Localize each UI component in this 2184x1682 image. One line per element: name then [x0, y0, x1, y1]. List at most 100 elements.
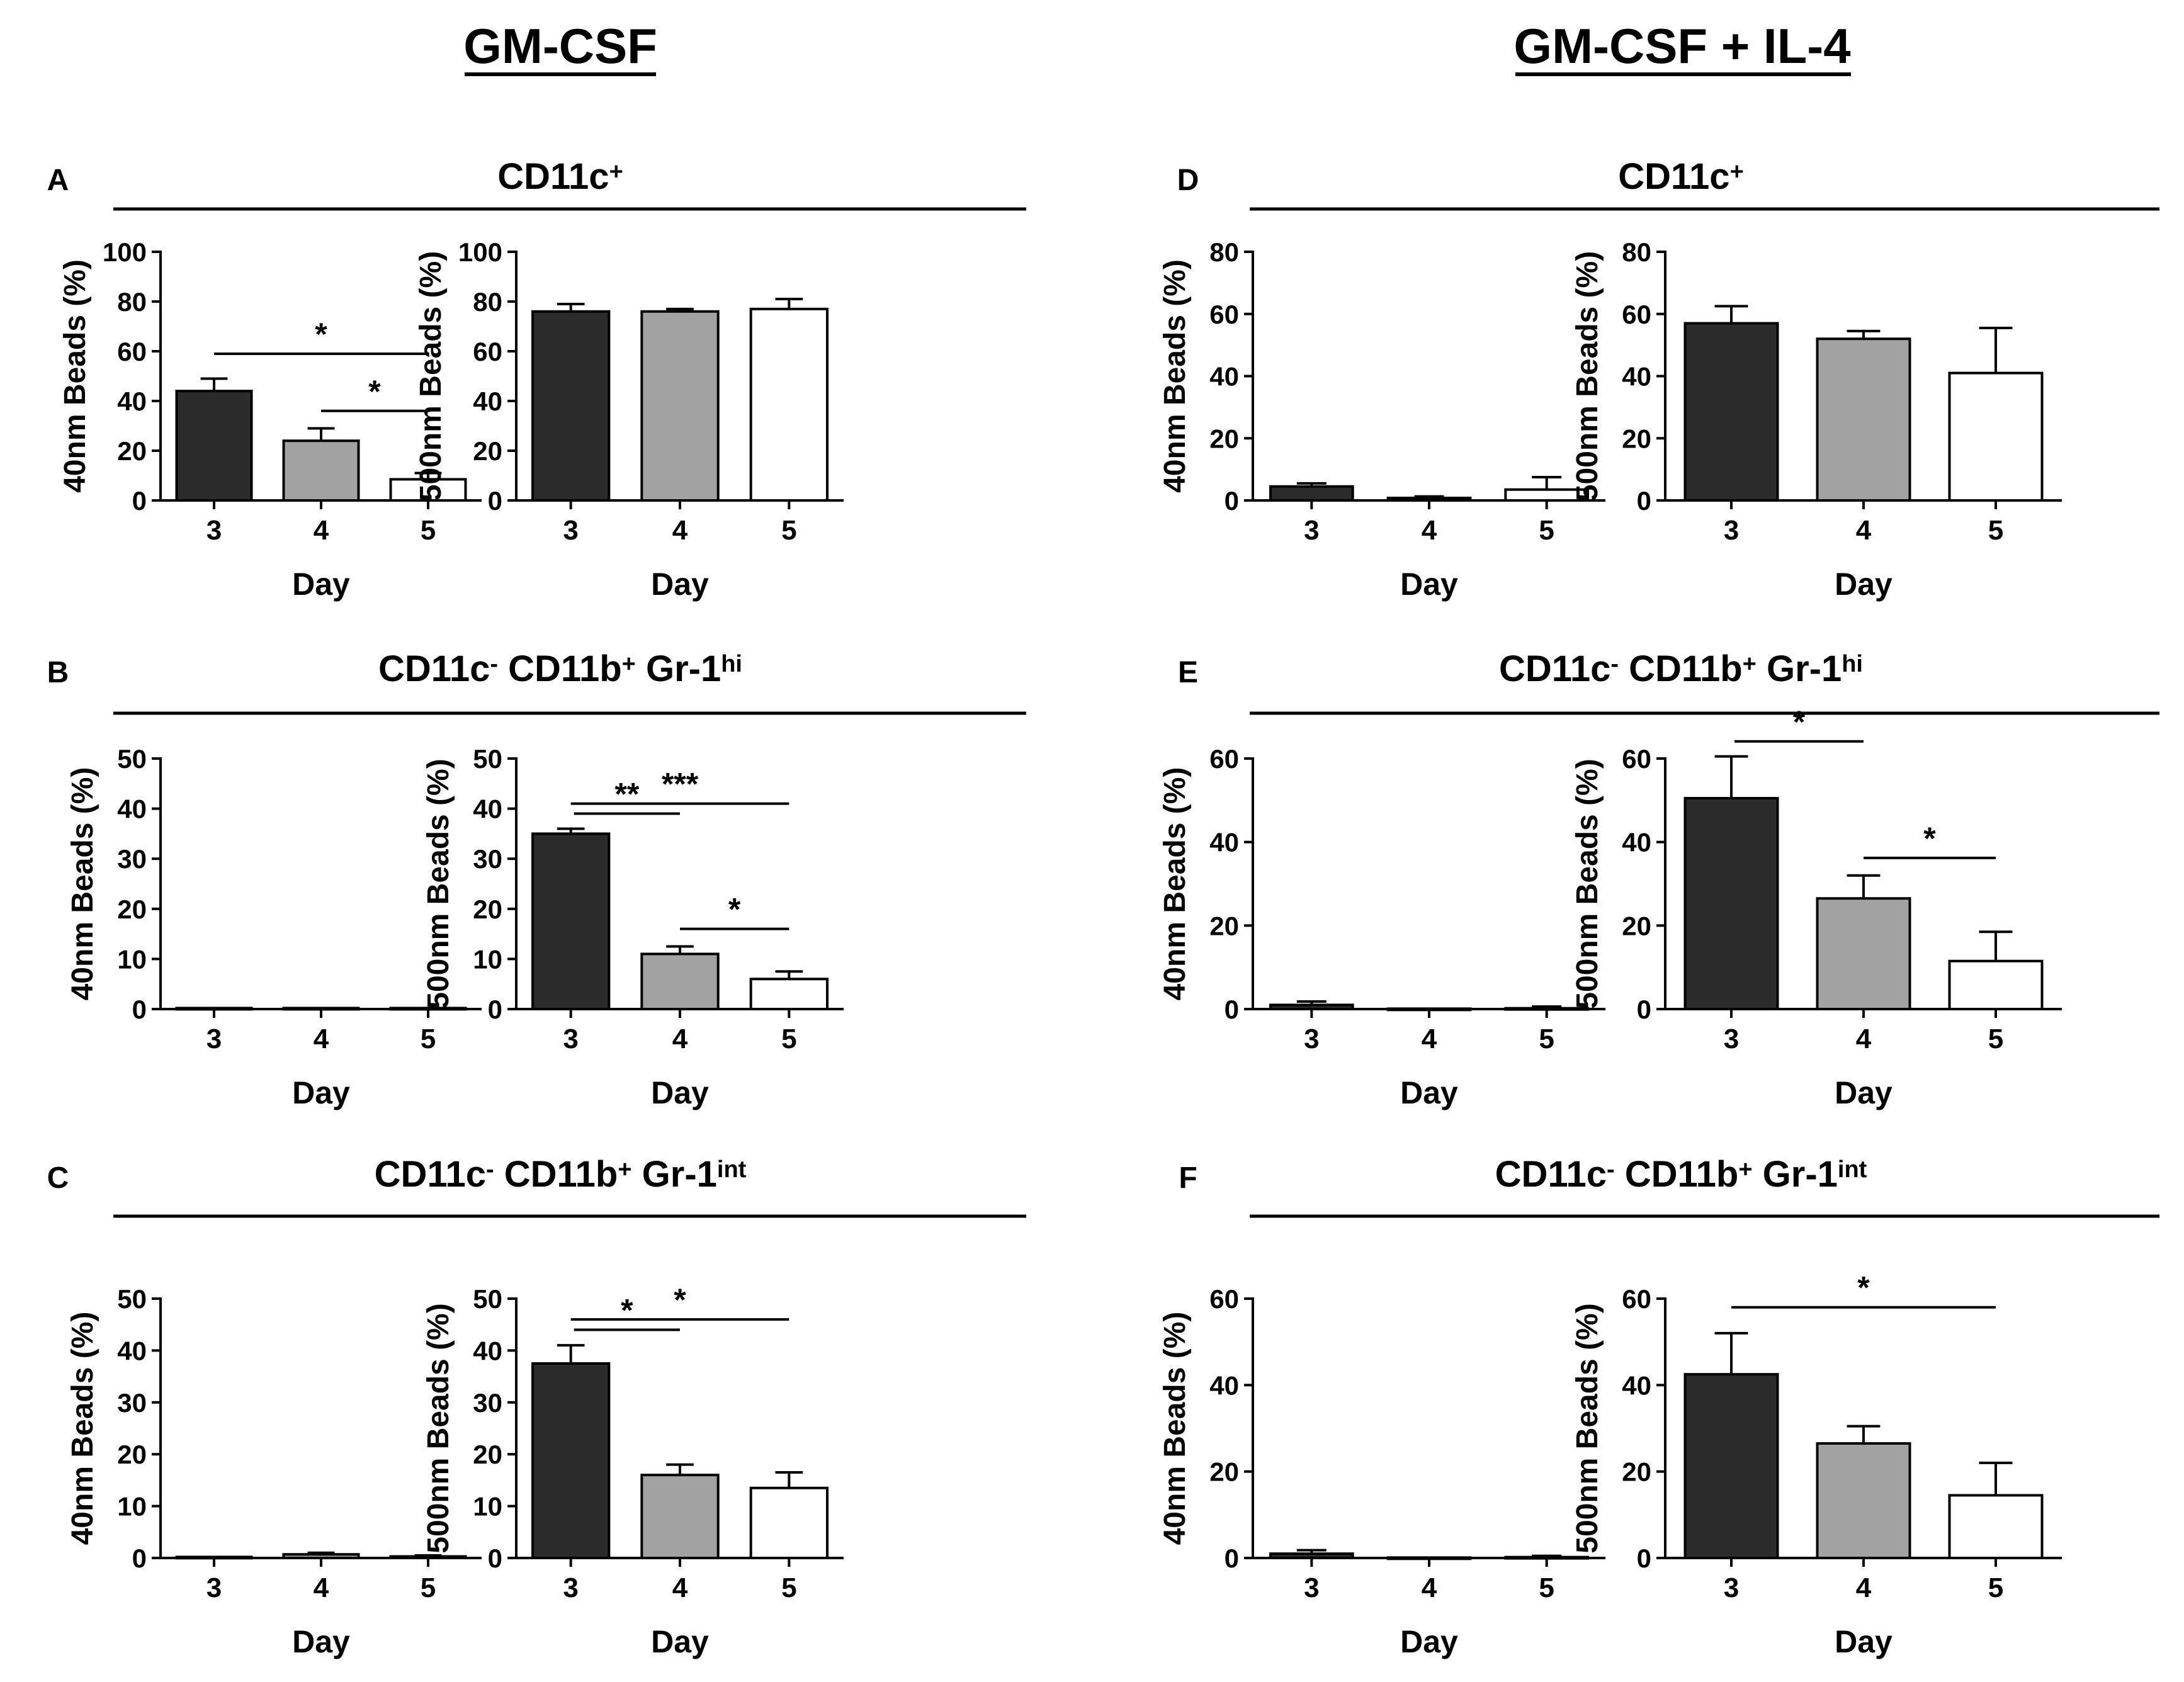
x-tick-label: 4 — [1422, 1024, 1437, 1054]
y-tick-label: 60 — [1622, 1284, 1651, 1314]
x-tick-label: 5 — [421, 1024, 436, 1054]
y-tick-label: 50 — [117, 744, 147, 774]
bar-day-4 — [640, 952, 720, 1010]
y-tick-label: 0 — [1637, 1544, 1651, 1573]
y-tick-label: 40 — [473, 387, 502, 416]
x-tick-label: 5 — [421, 515, 436, 546]
x-axis-label: Day — [651, 1624, 709, 1659]
y-tick-label: 40 — [1622, 828, 1651, 857]
significance-label: * — [1857, 1270, 1870, 1306]
y-tick-label: 20 — [473, 436, 502, 466]
y-tick-label: 60 — [1209, 300, 1239, 329]
bar-day-4 — [1816, 897, 1911, 1011]
bar-day-4 — [1386, 497, 1472, 502]
x-tick-label: 4 — [314, 515, 329, 546]
population-part: CD11b — [1619, 648, 1743, 689]
population-part: Gr-1 — [1753, 1154, 1838, 1195]
population-header: CD11c+ — [497, 156, 623, 197]
significance-label: * — [368, 374, 381, 409]
x-tick-label: 4 — [314, 1572, 329, 1603]
x-tick-label: 4 — [1856, 515, 1872, 546]
y-tick-label: 20 — [1622, 911, 1651, 940]
x-tick-label: 5 — [421, 1572, 436, 1603]
bar-day-5 — [749, 978, 829, 1010]
population-base: CD11c — [1495, 1154, 1607, 1195]
y-tick-label: 20 — [473, 895, 502, 924]
bar-day-4 — [1816, 337, 1911, 502]
bar-day-3 — [531, 1362, 611, 1559]
y-tick-label: 30 — [117, 844, 147, 874]
x-axis-label: Day — [1835, 1075, 1893, 1110]
y-tick-label: 60 — [473, 337, 502, 366]
y-tick-label: 10 — [473, 944, 502, 974]
y-tick-label: 0 — [488, 995, 502, 1024]
y-tick-label: 0 — [1225, 1544, 1239, 1573]
x-tick-label: 4 — [1422, 515, 1437, 546]
y-tick-label: 0 — [488, 486, 502, 516]
bar-day-5 — [1948, 371, 2044, 502]
population-part: - — [490, 651, 498, 677]
x-tick-label: 5 — [781, 1572, 796, 1603]
x-tick-label: 3 — [1724, 1024, 1739, 1054]
y-tick-label: 20 — [473, 1440, 502, 1469]
chart-e-500nm: 0 20 40 60 500nm Beads (%) 3 4 5 Day * * — [1571, 704, 2062, 1110]
chart-b-40nm: 0 10 20 30 40 50 40nm Beads (%) 3 4 5 Day — [66, 744, 482, 1110]
y-tick-label: 40 — [1209, 362, 1239, 392]
y-tick-label: 40 — [117, 794, 147, 824]
chart-f-500nm: 0 20 40 60 500nm Beads (%) 3 4 5 Day * — [1571, 1270, 2062, 1659]
y-tick-label: 40 — [1209, 1370, 1239, 1400]
y-tick-label: 40 — [473, 794, 502, 824]
panel-letter: F — [1179, 1161, 1197, 1195]
bar-day-4 — [282, 1553, 360, 1559]
population-part: - — [1607, 1156, 1615, 1183]
x-tick-label: 4 — [314, 1024, 329, 1054]
y-tick-label: 0 — [132, 486, 147, 516]
x-tick-label: 3 — [207, 1024, 222, 1054]
x-tick-label: 3 — [1304, 1572, 1319, 1603]
y-tick-label: 40 — [473, 1336, 502, 1365]
bar-day-3 — [1683, 797, 1779, 1011]
population-part: hi — [721, 651, 742, 677]
x-tick-label: 3 — [1724, 515, 1739, 546]
x-tick-label: 3 — [1304, 515, 1319, 546]
bar-day-3 — [1683, 1373, 1779, 1560]
chart-c-500nm: 0 10 20 30 40 50 500nm Beads (%) 3 4 5 Day * * — [422, 1282, 844, 1659]
bar-day-3 — [1269, 1552, 1354, 1559]
population-part: + — [1730, 159, 1744, 185]
y-tick-label: 0 — [132, 995, 147, 1024]
y-tick-label: 0 — [488, 1544, 502, 1573]
x-tick-label: 3 — [563, 515, 578, 546]
bar-day-5 — [1948, 959, 2044, 1011]
panel-letter: C — [47, 1161, 69, 1195]
y-tick-label: 30 — [473, 844, 502, 874]
y-tick-label: 50 — [473, 1284, 502, 1314]
bar-day-4 — [640, 310, 720, 502]
significance-label: *** — [662, 767, 699, 802]
y-tick-label: 10 — [117, 944, 147, 974]
y-axis-label: 40nm Beads (%) — [66, 767, 99, 1001]
y-axis-label: 500nm Beads (%) — [1571, 1303, 1604, 1553]
x-tick-label: 5 — [1539, 1572, 1554, 1603]
chart-d-40nm: 0 20 40 60 80 40nm Beads (%) 3 4 5 Day — [1158, 237, 1605, 602]
population-part: CD11b — [498, 648, 622, 689]
x-axis-label: Day — [1400, 567, 1458, 602]
y-tick-label: 20 — [1622, 1457, 1651, 1487]
population-part: + — [609, 159, 623, 185]
x-axis-label: Day — [651, 1075, 709, 1110]
y-tick-label: 40 — [117, 387, 147, 416]
y-tick-label: 30 — [117, 1388, 147, 1418]
bar-day-3 — [1269, 485, 1354, 502]
column-title-gm-csf-il4: GM-CSF + IL-4 — [1514, 18, 1850, 74]
population-part: CD11b — [1615, 1154, 1739, 1195]
y-tick-label: 20 — [117, 436, 147, 466]
population-header: CD11c- CD11b+ Gr-1int — [375, 1154, 747, 1195]
y-axis-label: 40nm Beads (%) — [1158, 1312, 1192, 1545]
x-tick-label: 5 — [781, 1024, 796, 1054]
significance-label: * — [728, 892, 741, 927]
